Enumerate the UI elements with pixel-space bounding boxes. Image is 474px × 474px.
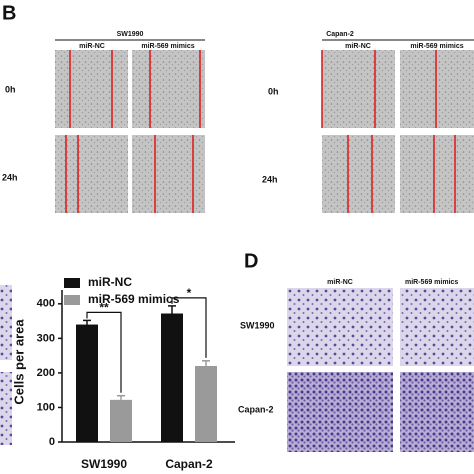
- group-title: SW1990: [117, 31, 144, 38]
- bar: [110, 399, 132, 442]
- y-axis-label: Cells per area: [11, 319, 26, 405]
- micrograph: [287, 372, 393, 452]
- micrograph: [0, 285, 12, 360]
- significance-label: *: [187, 286, 192, 300]
- column-label: miR-569 mimics: [410, 43, 463, 50]
- legend-swatch: [64, 295, 80, 305]
- legend-label: miR-NC: [88, 275, 132, 289]
- bar: [76, 324, 98, 442]
- legend-label: miR-569 mimics: [88, 292, 180, 306]
- row-label: SW1990: [240, 320, 275, 330]
- row-label: 0h: [268, 86, 279, 96]
- x-tick-label: Capan-2: [165, 457, 213, 471]
- panel-label: D: [244, 250, 258, 272]
- column-label: miR-NC: [79, 43, 105, 50]
- micrograph: [400, 288, 474, 366]
- y-tick-label: 100: [37, 401, 55, 413]
- micrographs: [55, 50, 474, 213]
- micrograph: [287, 288, 393, 366]
- micrograph: [400, 372, 474, 452]
- group-title: Capan-2: [326, 31, 354, 38]
- significance-bracket: [86, 311, 122, 393]
- bar: [195, 366, 217, 442]
- y-tick-label: 200: [37, 367, 55, 379]
- column-label: miR-NC: [327, 279, 353, 286]
- row-label: 0h: [5, 84, 16, 94]
- column-label: miR-NC: [345, 43, 371, 50]
- significance-label: **: [99, 301, 109, 315]
- bar: [161, 313, 183, 442]
- micrograph: [0, 372, 12, 445]
- column-label: miR-569 mimics: [405, 279, 458, 286]
- row-label: 24h: [262, 174, 278, 184]
- x-tick-label: SW1990: [81, 457, 127, 471]
- row-label: 24h: [2, 172, 18, 182]
- y-tick-label: 0: [49, 436, 55, 448]
- column-label: miR-569 mimics: [141, 43, 194, 50]
- y-tick-label: 300: [37, 332, 55, 344]
- legend-swatch: [64, 278, 80, 288]
- panel-label: B: [2, 2, 16, 24]
- y-tick-label: 400: [37, 298, 55, 310]
- significance-bracket: [171, 297, 207, 358]
- row-label: Capan-2: [238, 404, 274, 414]
- bar-chart: Cells per area 0 100 200 300 400 miR-NC miR-56…: [11, 275, 235, 471]
